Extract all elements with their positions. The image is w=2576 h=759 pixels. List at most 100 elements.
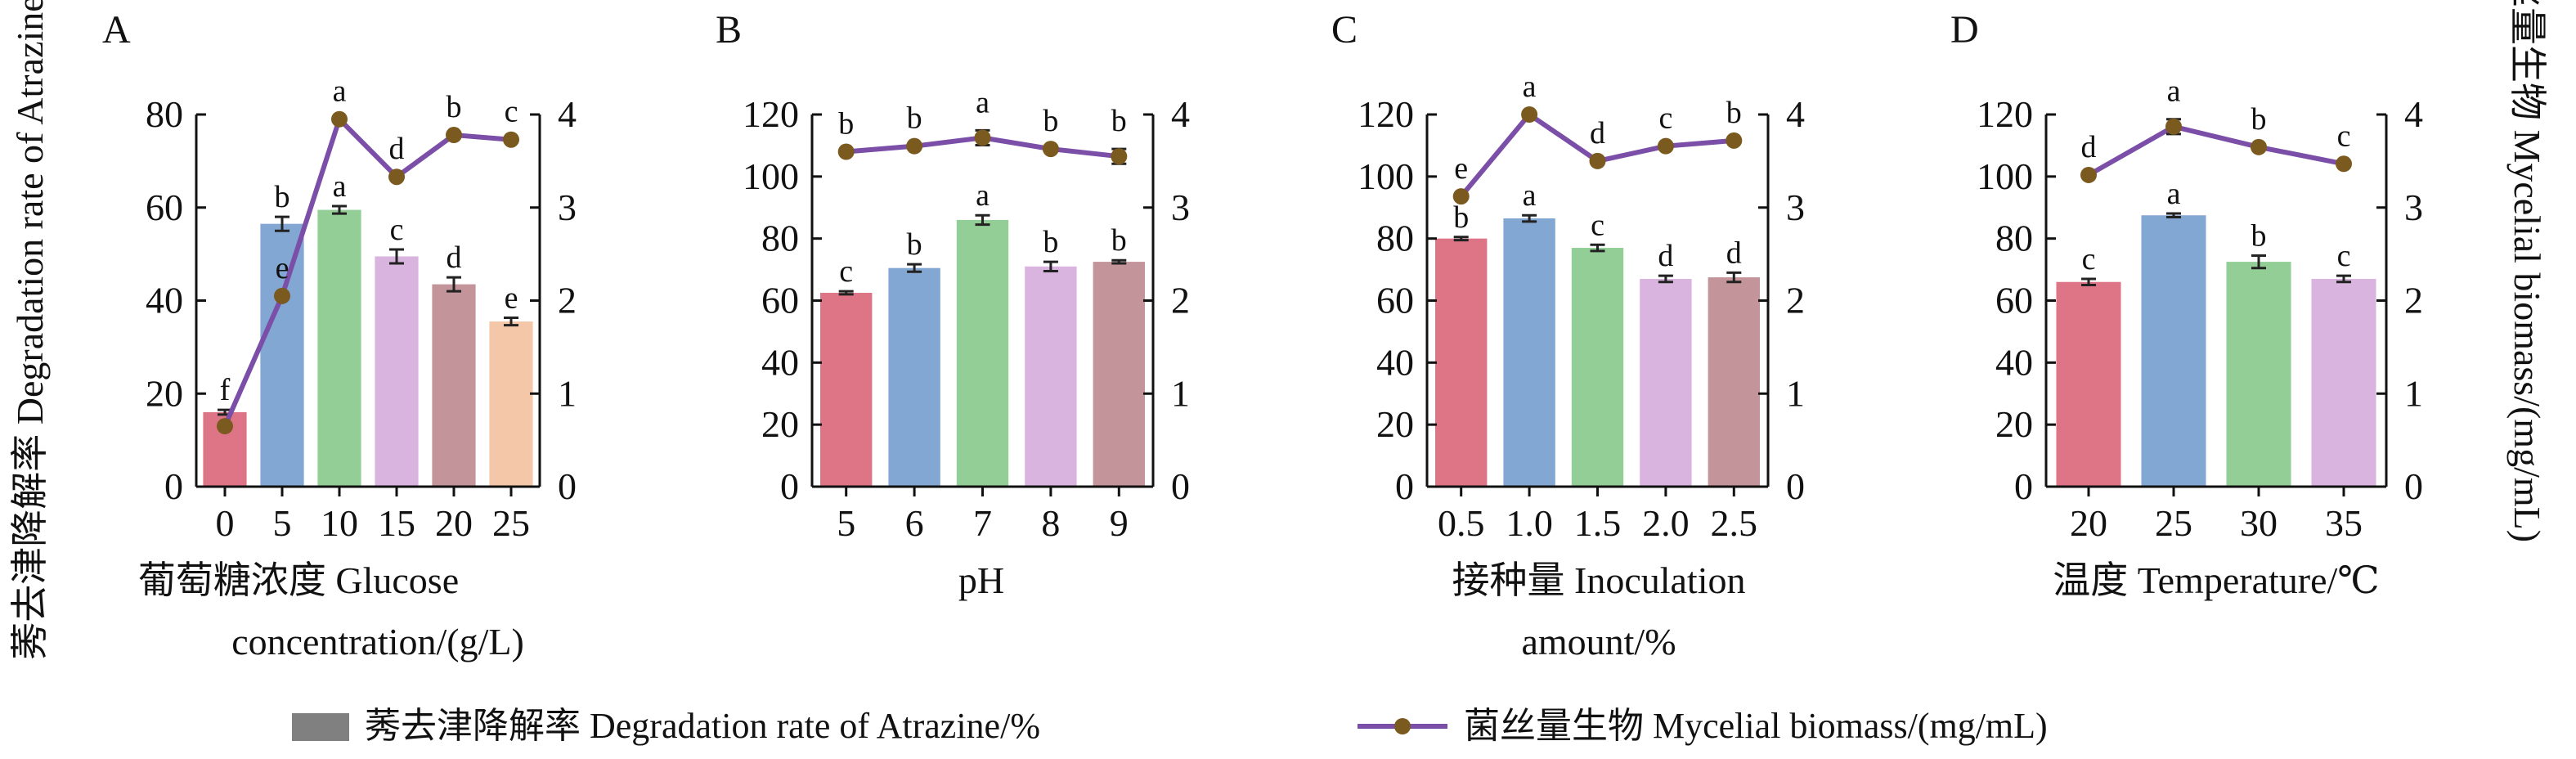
line-significance-letter: d [2081,130,2097,164]
y-tick-label: 0 [164,465,183,507]
bar-significance-letter: c [390,213,404,247]
y-tick-label: 60 [761,280,799,321]
legend: 莠去津降解率 Degradation rate of Atrazine/% 菌丝… [292,706,2048,746]
line-significance-letter: b [838,107,854,141]
y2-tick-label: 2 [558,280,577,321]
biomass-point [2251,138,2267,155]
y2-tick-label: 2 [1171,280,1190,321]
bar [820,293,873,487]
bar [888,267,940,487]
bar [1708,277,1760,487]
y-tick-label: 80 [1376,218,1414,259]
x-axis-title: pH [958,559,1004,601]
x-tick-label: 20 [2070,502,2107,544]
biomass-point [2080,166,2097,183]
panel-C: Cb a c d d e a d c b 0 20 40 60 80 100 120 0 1 2 3 4 0.5 1.0 1.5… [1331,8,1805,662]
y-tick-label: 100 [743,155,799,197]
y2-tick-label: 4 [2404,93,2423,135]
bar [1025,266,1077,487]
x-axis-title: 接种量 Inoculation [1452,559,1746,601]
y2-tick-label: 4 [558,93,577,135]
bar-significance-letter: e [505,281,518,316]
bar [375,256,419,487]
legend-bar-label: 莠去津降解率 Degradation rate of Atrazine/% [365,706,1040,746]
y-tick-label: 80 [146,93,183,135]
y-tick-label: 40 [761,341,799,383]
line-significance-letter: c [1658,101,1672,136]
panel-D: Dc a b c d a b c 0 20 40 60 80 100 120 0 1 2 3 4 20 25 30 35 温度 … [1950,8,2423,601]
x-tick-label: 9 [1110,502,1129,544]
biomass-point [837,143,855,160]
bar [1571,248,1624,487]
y-tick-label: 60 [1376,280,1414,321]
biomass-line [222,115,512,428]
bar-significance-letter: c [839,254,853,289]
bar-significance-letter: a [1523,178,1537,213]
line-significance-letter: c [505,95,518,129]
bar-significance-letter: c [1591,208,1604,242]
biomass-point [446,127,462,144]
y2-tick-label: 0 [558,465,577,507]
bar [1640,278,1692,487]
line-significance-letter: e [276,251,289,285]
bar-significance-letter: c [2337,239,2351,273]
y2-tick-label: 2 [2404,280,2423,321]
panel-letter: A [102,8,131,52]
y2-tick-label: 1 [1171,372,1190,414]
biomass-point [2336,155,2352,173]
biomass-point [1042,141,1059,158]
y2-tick-label: 1 [2404,372,2423,414]
bar-significance-letter: b [275,180,290,214]
bar-significance-letter: b [2251,219,2267,254]
x-tick-label: 10 [321,502,358,544]
panel-letter: C [1331,8,1358,52]
x-tick-label: 6 [905,502,924,544]
x-tick-label: 5 [837,502,855,544]
x-axis-title: amount/% [1521,621,1676,662]
biomass-point [1521,106,1538,123]
y2-tick-label: 3 [1786,186,1805,228]
bar [1093,262,1145,487]
bar-significance-letter: b [1043,225,1058,259]
biomass-point [906,137,923,155]
bar [956,219,1009,487]
left-axis-title: 莠去津降解率 Degradation rate of Atrazine/% [9,0,51,660]
y-tick-label: 40 [146,280,183,321]
biomass-point [388,168,405,186]
line-significance-letter: e [1454,151,1468,186]
bar [489,321,533,487]
bar-significance-letter: f [220,373,231,407]
legend-line-marker [1394,718,1411,734]
bar-significance-letter: b [1111,223,1127,258]
y-tick-label: 60 [1995,280,2033,321]
x-axis-title: 温度 Temperature/℃ [2053,559,2380,601]
y-tick-label: 20 [1995,403,2033,445]
x-tick-label: 35 [2325,502,2363,544]
y2-tick-label: 3 [558,186,577,228]
bar [1435,238,1488,487]
bar-significance-letter: d [447,240,462,275]
bar-significance-letter: d [1726,236,1742,270]
bar-significance-letter: d [1658,239,1673,273]
line-significance-letter: d [1590,116,1605,150]
legend-bar-swatch [292,713,349,741]
biomass-point [503,131,519,148]
y-tick-label: 20 [1376,403,1414,445]
line-significance-letter: b [1726,96,1742,130]
y-tick-label: 120 [743,93,799,135]
line-significance-letter: a [1523,70,1537,104]
y-tick-label: 80 [1995,218,2033,259]
biomass-point [1589,152,1606,169]
panel-letter: D [1950,8,1979,52]
x-tick-label: 0.5 [1438,502,1485,544]
x-tick-label: 25 [2155,502,2192,544]
line-significance-letter: a [2167,74,2181,109]
bar [2311,278,2376,487]
bar [260,223,304,487]
y-tick-label: 0 [2014,465,2033,507]
biomass-point [1657,137,1674,155]
y-tick-label: 40 [1995,341,2033,383]
y-tick-label: 20 [761,403,799,445]
biomass-point [217,418,233,435]
